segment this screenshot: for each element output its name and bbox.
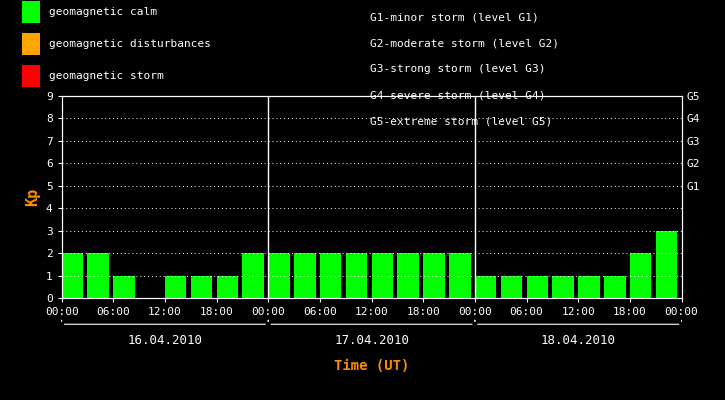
Bar bbox=[552, 276, 574, 298]
Text: G4-severe storm (level G4): G4-severe storm (level G4) bbox=[370, 90, 545, 100]
Text: G3-strong storm (level G3): G3-strong storm (level G3) bbox=[370, 64, 545, 74]
Bar bbox=[371, 253, 393, 298]
Bar bbox=[655, 231, 677, 298]
Text: geomagnetic calm: geomagnetic calm bbox=[49, 7, 157, 17]
Y-axis label: Kp: Kp bbox=[25, 188, 41, 206]
Bar bbox=[165, 276, 186, 298]
Bar bbox=[242, 253, 264, 298]
Text: G1-minor storm (level G1): G1-minor storm (level G1) bbox=[370, 12, 539, 22]
Bar bbox=[346, 253, 368, 298]
Text: 18.04.2010: 18.04.2010 bbox=[541, 334, 616, 347]
Text: geomagnetic storm: geomagnetic storm bbox=[49, 71, 163, 81]
Bar bbox=[88, 253, 109, 298]
Bar bbox=[526, 276, 548, 298]
Text: G2-moderate storm (level G2): G2-moderate storm (level G2) bbox=[370, 38, 559, 48]
Bar bbox=[604, 276, 626, 298]
Bar bbox=[682, 231, 703, 298]
Bar bbox=[217, 276, 238, 298]
Bar bbox=[397, 253, 419, 298]
Text: 17.04.2010: 17.04.2010 bbox=[334, 334, 409, 347]
Bar bbox=[630, 253, 651, 298]
Bar bbox=[501, 276, 522, 298]
Bar bbox=[113, 276, 135, 298]
Bar bbox=[579, 276, 600, 298]
Bar bbox=[268, 253, 290, 298]
Bar bbox=[449, 253, 471, 298]
Bar bbox=[294, 253, 315, 298]
Bar bbox=[475, 276, 497, 298]
Text: Time (UT): Time (UT) bbox=[334, 358, 409, 373]
Text: geomagnetic disturbances: geomagnetic disturbances bbox=[49, 39, 210, 49]
Text: G5-extreme storm (level G5): G5-extreme storm (level G5) bbox=[370, 116, 552, 126]
Bar bbox=[423, 253, 444, 298]
Bar bbox=[62, 253, 83, 298]
Bar bbox=[191, 276, 212, 298]
Bar bbox=[320, 253, 341, 298]
Text: 16.04.2010: 16.04.2010 bbox=[128, 334, 202, 347]
